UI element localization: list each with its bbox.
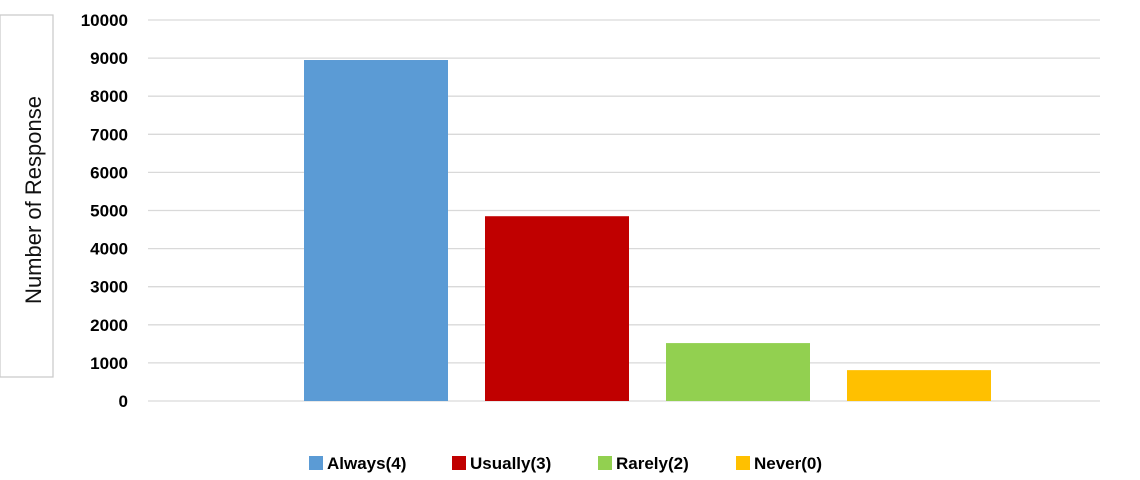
y-axis-label-box: [0, 14, 54, 378]
bars: [304, 60, 991, 401]
y-tick-label: 8000: [90, 87, 128, 106]
y-tick-label: 9000: [90, 49, 128, 68]
legend-swatch: [452, 456, 466, 470]
y-axis-ticks: 0 1000 2000 3000 4000 5000 6000 7000 8000 9000 100…: [81, 11, 128, 411]
legend-label: Always(4): [327, 454, 406, 473]
y-tick-label: 4000: [90, 240, 128, 259]
y-tick-label: 5000: [90, 202, 128, 221]
y-tick-label: 3000: [90, 278, 128, 297]
y-tick-label: 7000: [90, 125, 128, 144]
legend-swatch: [598, 456, 612, 470]
legend: Always(4) Usually(3) Rarely(2) Never(0): [309, 454, 822, 473]
legend-swatch: [736, 456, 750, 470]
bar-always: [304, 60, 448, 401]
y-tick-label: 6000: [90, 163, 128, 182]
y-tick-label: 0: [119, 392, 128, 411]
bar-never: [847, 370, 991, 401]
legend-swatch: [309, 456, 323, 470]
y-tick-label: 1000: [90, 354, 128, 373]
bar-rarely: [666, 343, 810, 401]
y-axis-label: Number of Response: [21, 96, 46, 304]
legend-label: Usually(3): [470, 454, 551, 473]
legend-label: Never(0): [754, 454, 822, 473]
legend-label: Rarely(2): [616, 454, 689, 473]
y-tick-label: 2000: [90, 316, 128, 335]
y-tick-label: 10000: [81, 11, 128, 30]
bar-usually: [485, 216, 629, 401]
